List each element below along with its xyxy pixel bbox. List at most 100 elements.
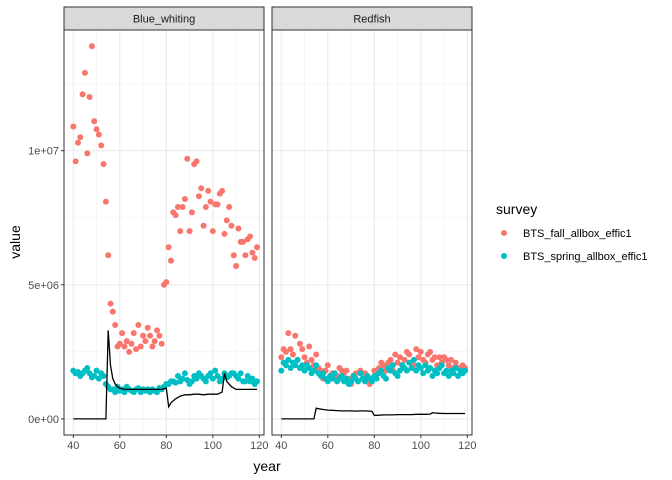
data-point [195, 193, 202, 200]
y-axis: 0e+00 5e+06 1e+07 [28, 146, 64, 426]
data-point [226, 204, 233, 211]
data-point [107, 300, 114, 307]
data-point [296, 340, 303, 347]
data-point [452, 359, 459, 366]
data-point [163, 279, 170, 286]
data-point [156, 332, 163, 339]
data-point [301, 354, 308, 361]
data-point [188, 378, 195, 385]
data-point [133, 346, 140, 353]
data-point [198, 185, 205, 192]
data-point [77, 134, 84, 141]
data-point [93, 126, 100, 133]
data-point [154, 327, 161, 334]
data-point [443, 356, 450, 363]
data-point [95, 131, 102, 138]
data-point [343, 375, 350, 382]
data-point [200, 222, 207, 229]
data-point [240, 238, 247, 245]
data-point [121, 389, 128, 396]
legend-title: survey [496, 201, 537, 217]
data-point [413, 367, 420, 374]
data-point [98, 142, 105, 149]
data-point [403, 367, 410, 374]
data-point [202, 204, 209, 211]
data-point [79, 91, 86, 98]
data-point [436, 354, 443, 361]
x-tick-label: 60 [322, 440, 334, 452]
data-point [172, 212, 179, 219]
data-point [455, 372, 462, 379]
data-point [285, 356, 292, 363]
panels: Blue_whiting Redfish [63, 6, 473, 436]
data-point [84, 364, 91, 371]
x-axis-blue-whiting: 40 60 80 100 120 [67, 435, 269, 452]
data-point [278, 367, 285, 374]
data-point [389, 362, 396, 369]
x-tick-label: 120 [458, 440, 476, 452]
data-point [254, 378, 261, 385]
data-point [230, 252, 237, 259]
data-point [310, 367, 317, 374]
data-point [179, 375, 186, 382]
data-point [116, 340, 123, 347]
data-point [209, 375, 216, 382]
x-tick-label: 80 [368, 440, 380, 452]
data-point [355, 378, 362, 385]
y-tick-label: 1e+07 [28, 146, 59, 158]
x-tick-label: 100 [204, 440, 222, 452]
data-point [112, 322, 119, 329]
series-bts-fall-allbox-effic1 [70, 43, 261, 355]
data-point [188, 209, 195, 216]
data-point [81, 69, 88, 76]
data-point [130, 330, 137, 337]
data-point [86, 94, 93, 101]
data-point [448, 356, 455, 363]
series-bts-spring-allbox-effic1 [278, 356, 469, 388]
data-point [396, 367, 403, 374]
x-tick-label: 80 [160, 440, 172, 452]
data-point [292, 332, 299, 339]
data-point [123, 338, 130, 345]
data-point [228, 222, 235, 229]
data-point [306, 343, 313, 350]
data-point [320, 370, 327, 377]
data-point [417, 348, 424, 355]
data-point [84, 150, 91, 157]
data-point [401, 356, 408, 363]
legend-label-bts-fall-allbox-effic1: BTS_fall_allbox_effic1 [523, 228, 632, 240]
data-point [373, 375, 380, 382]
data-point [251, 254, 258, 261]
data-point [427, 364, 434, 371]
data-point [443, 367, 450, 374]
data-point [102, 198, 109, 205]
data-point [142, 338, 149, 345]
data-point [70, 123, 77, 130]
panel-redfish: Redfish [271, 6, 473, 436]
data-point [394, 372, 401, 379]
data-point [112, 389, 119, 396]
data-point [249, 375, 256, 382]
x-axis-redfish: 40 60 80 100 120 [275, 435, 477, 452]
data-point [219, 187, 226, 194]
data-point [278, 354, 285, 361]
data-point [221, 230, 228, 237]
panel-border [271, 29, 473, 436]
data-point [214, 201, 221, 208]
data-point [313, 362, 320, 369]
data-point [95, 375, 102, 382]
data-point [357, 370, 364, 377]
data-point [429, 372, 436, 379]
x-tick-label: 60 [114, 440, 126, 452]
x-tick-label: 100 [412, 440, 430, 452]
data-point [287, 364, 294, 371]
data-point [329, 375, 336, 382]
data-point [380, 362, 387, 369]
data-point [420, 370, 427, 377]
data-point [128, 340, 135, 347]
data-point [378, 367, 385, 374]
data-point [202, 378, 209, 385]
data-point [450, 370, 457, 377]
data-point [91, 118, 98, 125]
